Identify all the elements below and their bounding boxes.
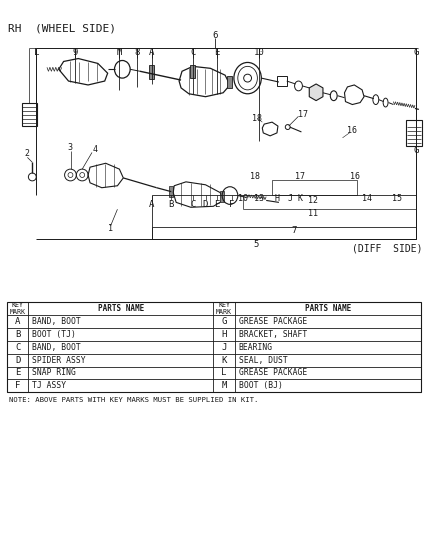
- Text: BOOT (TJ): BOOT (TJ): [32, 330, 76, 339]
- Polygon shape: [309, 84, 323, 101]
- Text: 13: 13: [254, 194, 265, 203]
- Text: GREASE PACKAGE: GREASE PACKAGE: [239, 368, 307, 377]
- Bar: [190, 66, 195, 78]
- Text: 18: 18: [251, 173, 261, 181]
- Text: K: K: [222, 356, 227, 365]
- Text: 12: 12: [308, 196, 318, 205]
- Text: 3: 3: [67, 143, 72, 152]
- Text: D: D: [203, 200, 208, 209]
- Text: 8: 8: [134, 48, 140, 57]
- Text: BRACKET, SHAFT: BRACKET, SHAFT: [239, 330, 307, 339]
- Bar: [21, 102, 37, 126]
- Text: K: K: [298, 194, 303, 203]
- Text: M: M: [222, 381, 227, 390]
- Text: KEY
MARK: KEY MARK: [216, 302, 232, 315]
- Bar: [7, 302, 421, 392]
- Text: GREASE PACKAGE: GREASE PACKAGE: [239, 317, 307, 326]
- Bar: [272, 180, 357, 195]
- Text: 7: 7: [291, 227, 296, 235]
- Text: H: H: [275, 194, 279, 203]
- Text: 10: 10: [238, 194, 248, 203]
- Text: 2: 2: [25, 149, 30, 158]
- Text: BAND, BOOT: BAND, BOOT: [32, 343, 81, 352]
- Text: SEAL, DUST: SEAL, DUST: [239, 356, 287, 365]
- Text: C: C: [190, 48, 195, 57]
- Text: NOTE: ABOVE PARTS WITH KEY MARKS MUST BE SUPPLIED IN KIT.: NOTE: ABOVE PARTS WITH KEY MARKS MUST BE…: [9, 397, 258, 403]
- Text: 9: 9: [73, 48, 78, 57]
- Text: 11: 11: [308, 208, 318, 217]
- Text: 17: 17: [296, 173, 305, 181]
- Text: 6: 6: [212, 30, 218, 39]
- Text: 14: 14: [362, 194, 372, 203]
- Text: 16: 16: [347, 126, 357, 135]
- Text: G: G: [413, 146, 419, 155]
- Text: KEY
MARK: KEY MARK: [10, 302, 25, 315]
- Bar: [277, 76, 287, 86]
- Text: 17: 17: [298, 110, 308, 119]
- Text: 1: 1: [108, 224, 113, 233]
- Text: B: B: [15, 330, 20, 339]
- Text: M: M: [117, 48, 122, 57]
- Text: 5: 5: [254, 240, 259, 249]
- Text: F: F: [229, 200, 235, 209]
- Text: G: G: [413, 48, 419, 57]
- Text: E: E: [215, 48, 220, 57]
- Text: 16: 16: [350, 173, 360, 181]
- Bar: [220, 191, 224, 203]
- Text: SNAP RING: SNAP RING: [32, 368, 76, 377]
- Bar: [170, 186, 173, 197]
- Text: C: C: [190, 200, 195, 209]
- Text: L: L: [34, 48, 39, 57]
- Text: J: J: [222, 343, 227, 352]
- Text: PARTS NAME: PARTS NAME: [305, 304, 351, 313]
- Text: RH  (WHEEL SIDE): RH (WHEEL SIDE): [8, 23, 116, 33]
- Text: H: H: [222, 330, 227, 339]
- Text: 10: 10: [254, 48, 265, 57]
- Text: G: G: [222, 317, 227, 326]
- Text: BOOT (BJ): BOOT (BJ): [239, 381, 283, 390]
- Text: A: A: [149, 200, 154, 209]
- Bar: [149, 66, 154, 79]
- Text: SPIDER ASSY: SPIDER ASSY: [32, 356, 86, 365]
- Bar: [227, 76, 232, 88]
- Text: E: E: [215, 200, 220, 209]
- Text: L: L: [222, 368, 227, 377]
- Text: (DIFF  SIDE): (DIFF SIDE): [352, 244, 423, 253]
- Text: A: A: [149, 48, 154, 57]
- Text: A: A: [15, 317, 20, 326]
- Text: F: F: [15, 381, 20, 390]
- Text: 15: 15: [392, 194, 403, 203]
- Text: E: E: [15, 368, 20, 377]
- Text: D: D: [15, 356, 20, 365]
- Text: TJ ASSY: TJ ASSY: [32, 381, 67, 390]
- Text: C: C: [15, 343, 20, 352]
- Text: B: B: [169, 200, 174, 209]
- Text: BEARING: BEARING: [239, 343, 273, 352]
- Text: 4: 4: [92, 145, 97, 154]
- Bar: [406, 120, 422, 146]
- Text: 18: 18: [252, 114, 262, 123]
- Text: BAND, BOOT: BAND, BOOT: [32, 317, 81, 326]
- Text: J: J: [287, 194, 292, 203]
- Text: PARTS NAME: PARTS NAME: [98, 304, 144, 313]
